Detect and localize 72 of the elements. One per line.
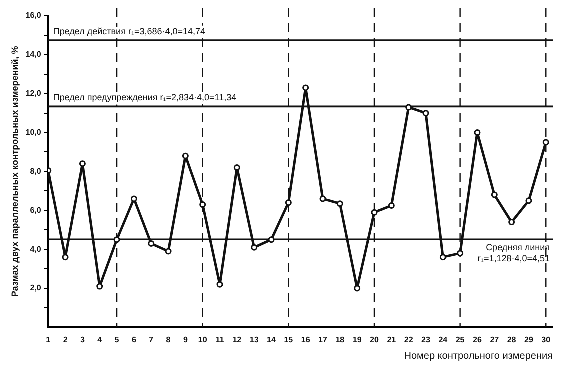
y-tick-label: 4,0 <box>30 244 42 254</box>
point <box>406 104 412 111</box>
point <box>354 285 361 292</box>
ref-line-label: Средняя линия r₁=1,128·4,0=4,51 <box>478 242 550 264</box>
y-axis-title: Размах двух параллельных контрольных измерений, % <box>10 46 20 298</box>
point <box>371 209 378 216</box>
x-tick-label: 29 <box>524 335 534 344</box>
x-tick-label: 6 <box>132 335 137 344</box>
x-tick-label: 10 <box>198 335 208 344</box>
x-tick-label: 24 <box>438 335 448 344</box>
point <box>234 164 240 172</box>
x-tick-label: 14 <box>267 335 276 344</box>
x-tick-label: 23 <box>422 335 431 344</box>
x-tick-label: 4 <box>98 335 103 344</box>
point <box>114 236 120 244</box>
point <box>285 200 292 206</box>
x-tick-label: 8 <box>166 335 172 344</box>
point <box>440 254 446 261</box>
point <box>542 139 550 146</box>
x-tick-label: 1 <box>46 335 52 344</box>
point <box>336 200 344 208</box>
point <box>62 254 69 261</box>
x-tick-label: 3 <box>80 335 86 344</box>
point <box>526 198 532 204</box>
x-tick-label: 27 <box>490 335 500 344</box>
point <box>148 240 155 247</box>
x-tick-label: 18 <box>336 335 346 344</box>
x-axis-title: Номер контрольного измерения <box>404 350 553 362</box>
ref-line-label: Предел предупреждения r₁=2,834·4,0=11,34 <box>53 92 237 103</box>
x-tick-label: 28 <box>507 335 517 344</box>
point <box>182 152 189 160</box>
point <box>474 130 481 136</box>
point <box>130 196 138 202</box>
y-tick-label: 10,0 <box>26 128 42 137</box>
point <box>491 192 498 198</box>
point <box>79 160 86 168</box>
ref-line-label: Предел действия r₁=3,686·4,0=14,74 <box>53 26 206 37</box>
y-tick-label: 8,0 <box>30 166 42 176</box>
point <box>251 244 258 251</box>
point <box>165 248 172 255</box>
y-tick-label: 2,0 <box>30 284 42 293</box>
point <box>216 281 224 288</box>
x-tick-label: 19 <box>352 335 362 344</box>
x-tick-label: 15 <box>284 335 294 344</box>
point <box>422 110 430 117</box>
x-tick-label: 9 <box>183 335 188 344</box>
x-tick-label: 11 <box>216 335 225 344</box>
point <box>457 250 464 257</box>
point <box>302 84 310 92</box>
y-tick-label: 12,0 <box>26 89 42 98</box>
point <box>268 236 275 244</box>
x-tick-label: 5 <box>114 335 120 344</box>
x-tick-label: 30 <box>542 335 552 344</box>
y-tick-label: 6,0 <box>30 206 42 215</box>
x-tick-label: 25 <box>456 335 466 344</box>
x-tick-label: 12 <box>232 335 242 344</box>
x-tick-label: 21 <box>387 335 397 344</box>
point <box>320 196 326 202</box>
point <box>96 283 104 290</box>
y-tick-label: 16,0 <box>26 11 42 20</box>
x-tick-label: 26 <box>473 335 482 344</box>
x-tick-label: 16 <box>301 335 311 344</box>
x-tick-label: 7 <box>149 335 154 344</box>
y-tick-label: 14,0 <box>26 50 42 60</box>
x-tick-label: 17 <box>318 335 328 344</box>
point <box>508 219 516 226</box>
x-tick-label: 22 <box>404 335 414 344</box>
x-tick-label: 20 <box>370 335 380 344</box>
x-tick-label: 13 <box>250 335 260 344</box>
x-tick-label: 2 <box>63 335 68 344</box>
point <box>388 202 395 210</box>
point <box>200 202 206 208</box>
